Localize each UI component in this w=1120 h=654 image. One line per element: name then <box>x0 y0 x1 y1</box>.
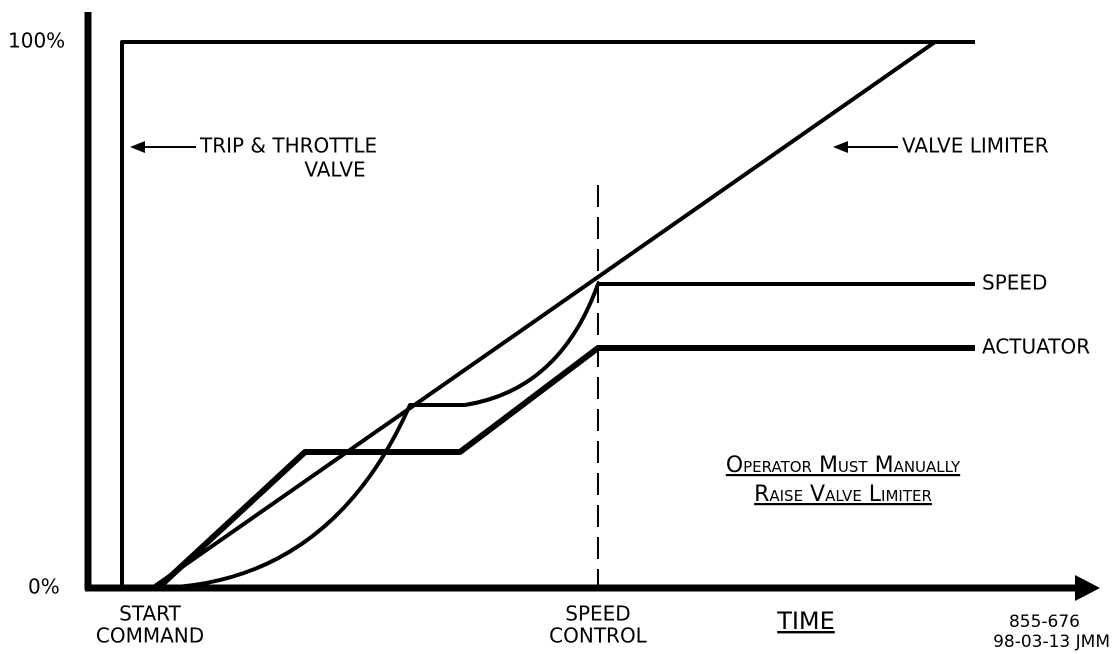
note: Operator Must Manually <box>726 453 961 478</box>
drawing-lines <box>84 12 1100 601</box>
marker-label: COMMAND <box>96 624 204 648</box>
speed-line <box>154 282 975 590</box>
marker-label: START <box>119 602 181 626</box>
top-label: 100% <box>8 29 65 53</box>
actuator-label: ACTUATOR <box>982 335 1090 359</box>
limiter-arrow-head <box>833 141 848 153</box>
x-label: TIME <box>776 607 835 635</box>
drawing-number: 855-676 <box>1009 612 1080 632</box>
x-axis-arrow <box>1075 575 1100 601</box>
trip-throttle-line <box>120 40 975 588</box>
bottom-label: 0% <box>28 575 60 599</box>
trip-label: VALVE <box>304 158 365 182</box>
drawing-date: 98-03-13 JMM <box>993 632 1110 652</box>
marker-label: CONTROL <box>549 624 648 648</box>
limiter-label: VALVE LIMITER <box>902 134 1049 158</box>
trip-arrow-head <box>130 141 145 153</box>
trip-label: TRIP & THROTTLE <box>199 134 377 158</box>
marker-label: SPEED <box>565 602 630 626</box>
speed-label: SPEED <box>982 271 1047 295</box>
note: Raise Valve Limiter <box>754 482 932 507</box>
actuator-line <box>155 345 975 591</box>
